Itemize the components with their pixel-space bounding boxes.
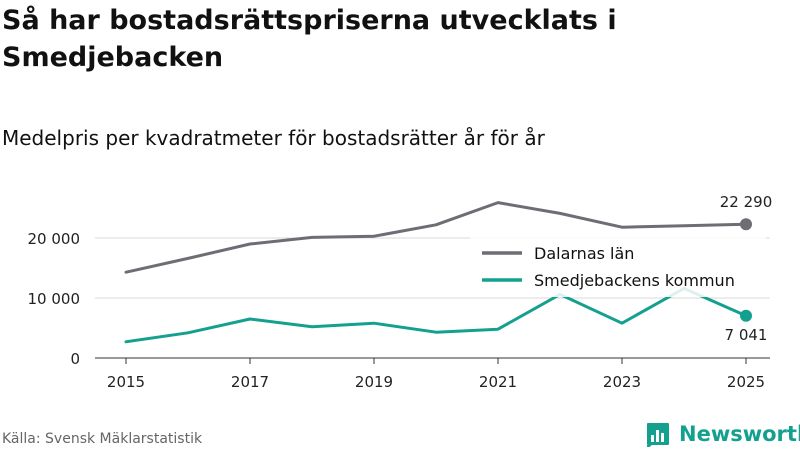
x-tick-label: 2019 — [355, 373, 393, 391]
y-tick-label: 0 — [70, 350, 80, 368]
source-note: Källa: Svensk Mäklarstatistik — [2, 431, 203, 447]
series-line-dalarna — [124, 201, 748, 274]
end-label-dalarna: 22 290 — [720, 193, 773, 211]
x-tick-label: 2021 — [479, 373, 517, 391]
end-labels: 22 290 7 041 — [720, 193, 773, 344]
x-tick-label: 2017 — [231, 373, 269, 391]
legend-label: Dalarnas län — [534, 244, 634, 263]
x-tick-label: 2025 — [727, 373, 765, 391]
y-tick-label: 10 000 — [28, 290, 81, 308]
legend-label: Smedjebackens kommun — [534, 271, 735, 290]
end-label-smedjebacken: 7 041 — [725, 326, 768, 344]
brand-logo: Newsworthy — [645, 420, 800, 448]
x-tick-label: 2015 — [107, 373, 145, 391]
chart-title: Så har bostadsrättspriserna utvecklats i… — [2, 5, 617, 73]
legend: Dalarnas län Smedjebackens kommun — [470, 237, 766, 297]
series-layer — [124, 201, 752, 344]
newsworthy-icon — [647, 423, 669, 447]
chart-subtitle: Medelpris per kvadratmeter för bostadsrä… — [2, 126, 545, 150]
y-tick-label: 20 000 — [28, 230, 81, 248]
end-point-smedjebacken — [740, 309, 752, 322]
x-tick-label: 2023 — [603, 373, 641, 391]
axes: 0 10 000 20 000 2015 2017 2019 2021 2023 2025 — [28, 230, 770, 391]
brand-name: Newsworthy — [679, 422, 800, 446]
legend-background — [470, 237, 766, 297]
end-point-dalarna — [740, 218, 752, 231]
series-line-smedjebacken — [124, 286, 748, 344]
